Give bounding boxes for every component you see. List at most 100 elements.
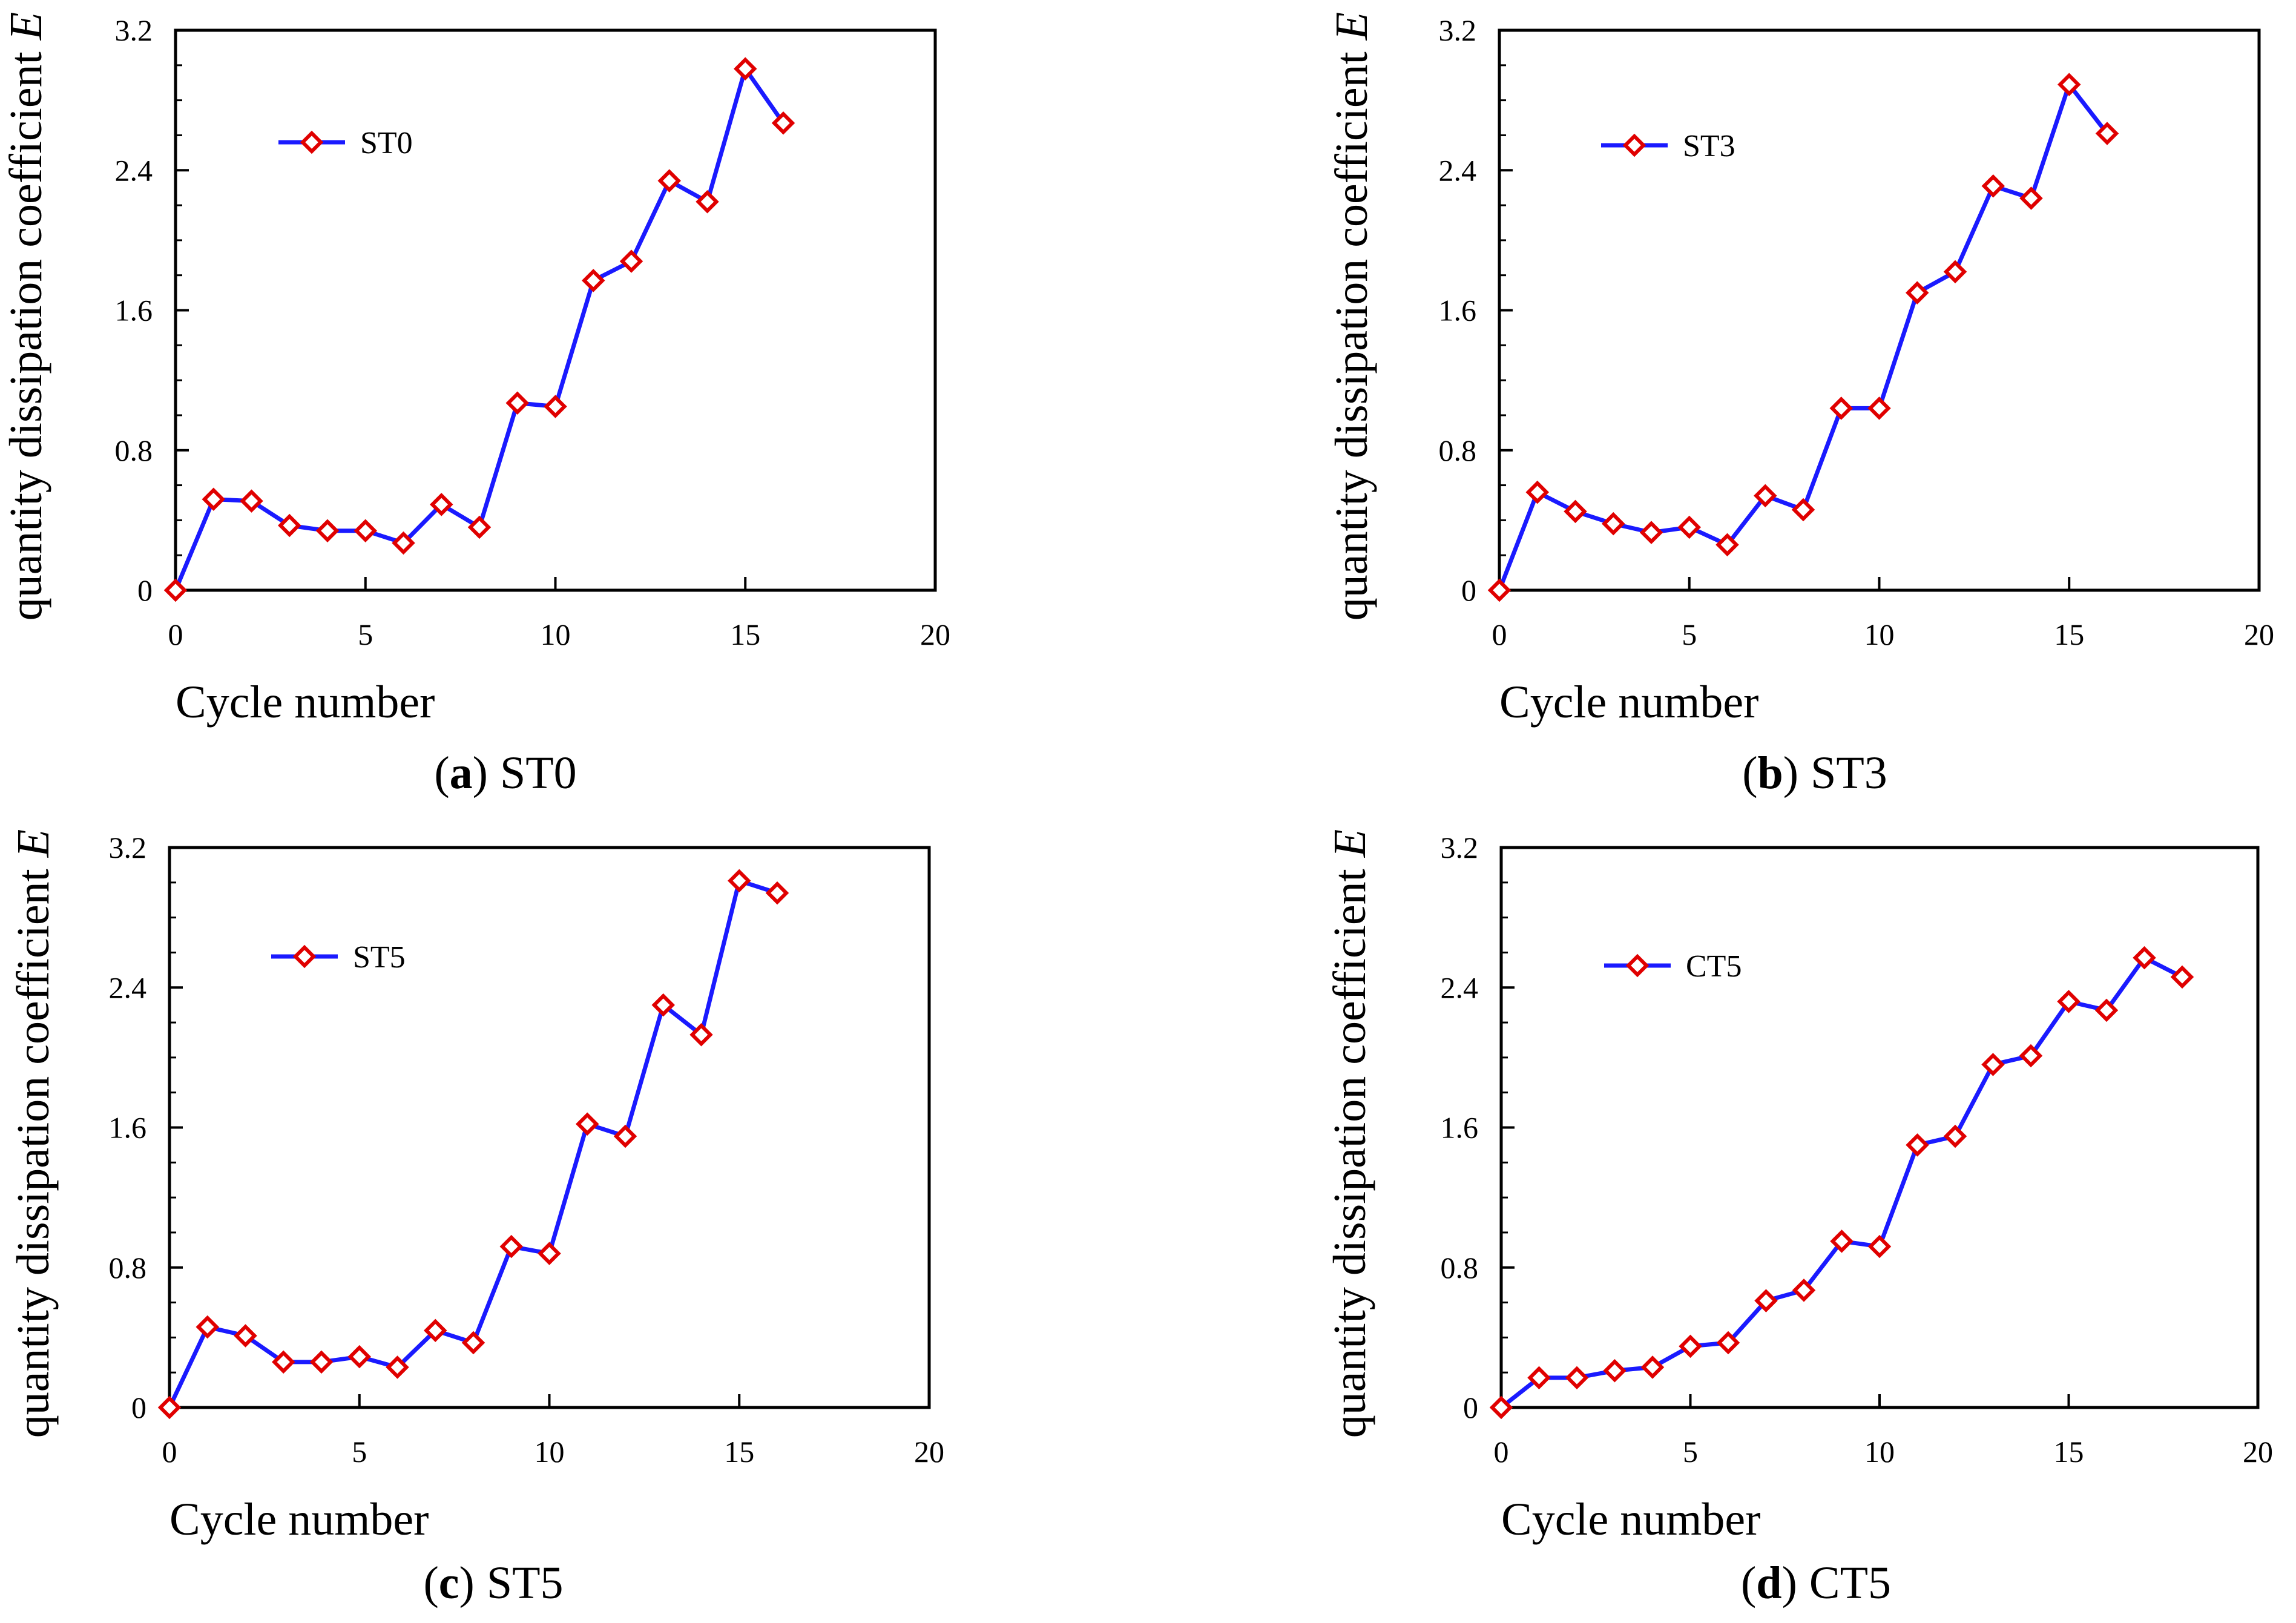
y-axis-label-text: quantity dissipation coefficient bbox=[1326, 40, 1377, 621]
y-axis-label: quantity dissipation coefficient E bbox=[1326, 12, 1377, 621]
x-tick-label: 5 bbox=[352, 1435, 367, 1469]
x-tick-label: 10 bbox=[1864, 617, 1895, 651]
data-point bbox=[1715, 533, 1739, 557]
y-tick-label: 2.4 bbox=[1441, 970, 1479, 1004]
y-tick-label: 2.4 bbox=[1439, 153, 1477, 187]
data-point bbox=[309, 1350, 334, 1374]
panel-b: 0 0.8 1.6 2.4 3.2 0 5 10 15 20 Cycle number quantit… bbox=[1326, 12, 2274, 798]
data-point bbox=[1754, 1289, 1778, 1312]
data-point bbox=[430, 493, 453, 516]
panel-caption: (a) ST0 bbox=[434, 748, 576, 798]
data-point bbox=[2094, 998, 2119, 1022]
plot-frame bbox=[174, 28, 937, 592]
caption-panel-letter: b bbox=[1758, 748, 1783, 798]
y-tick-label: 3.2 bbox=[1441, 831, 1479, 864]
y-tick-label: 0 bbox=[1461, 573, 1476, 607]
series-line-CT5 bbox=[1499, 955, 2183, 1409]
caption-close-paren: ) bbox=[473, 748, 488, 798]
data-point bbox=[544, 395, 567, 418]
data-point bbox=[392, 531, 415, 555]
legend: ST5 bbox=[271, 940, 406, 975]
y-axis-label: quantity dissipation coefficient E bbox=[1324, 829, 1375, 1438]
data-point bbox=[765, 881, 789, 905]
y-axis-label-text: quantity dissipation coefficient bbox=[1324, 857, 1375, 1438]
data-point bbox=[347, 1345, 371, 1369]
data-point bbox=[240, 489, 263, 513]
y-tick-label: 0 bbox=[1463, 1391, 1478, 1424]
data-point bbox=[1677, 515, 1701, 539]
x-tick-label: 0 bbox=[1494, 1435, 1509, 1469]
data-point bbox=[1525, 480, 1549, 504]
y-tick-label: 1.6 bbox=[109, 1111, 147, 1145]
x-tick-label: 20 bbox=[914, 1435, 944, 1469]
data-point bbox=[2019, 186, 2043, 210]
caption-open-paren: ( bbox=[1741, 1558, 1756, 1608]
data-point bbox=[1792, 1279, 1816, 1302]
data-point bbox=[1639, 521, 1663, 544]
y-tick-label: 1.6 bbox=[115, 294, 153, 328]
x-tick-label: 15 bbox=[2054, 1435, 2084, 1469]
legend-marker bbox=[292, 944, 317, 969]
x-tick-label: 20 bbox=[2244, 617, 2274, 651]
data-point bbox=[1603, 1359, 1627, 1383]
caption-close-paren: ) bbox=[1782, 1558, 1797, 1608]
x-tick-label: 5 bbox=[1682, 617, 1697, 651]
y-axis-label-text: quantity dissipation coefficient bbox=[8, 857, 59, 1438]
panel-a: 0 0.8 1.6 2.4 3.2 0 5 10 15 20 Cycle number quantit… bbox=[1, 12, 950, 798]
data-point bbox=[467, 515, 492, 539]
data-point bbox=[657, 169, 681, 193]
caption-panel-letter: c bbox=[439, 1558, 459, 1608]
y-axis-label-variable: E bbox=[8, 829, 59, 858]
data-point bbox=[1679, 1334, 1702, 1358]
data-point bbox=[1943, 260, 1967, 284]
data-point bbox=[1791, 498, 1815, 522]
data-point bbox=[1564, 499, 1587, 524]
legend-marker bbox=[1625, 953, 1650, 978]
plot-frame bbox=[1499, 846, 2260, 1409]
x-tick-label: 20 bbox=[2243, 1435, 2273, 1469]
x-axis-label: Cycle number bbox=[176, 677, 435, 728]
y-tick-label: 1.6 bbox=[1439, 294, 1477, 328]
data-point bbox=[202, 487, 225, 511]
y-tick-label: 3.2 bbox=[1439, 13, 1477, 47]
series-line-ST0 bbox=[173, 67, 785, 591]
data-point bbox=[196, 1315, 219, 1339]
caption-panel-letter: d bbox=[1756, 1558, 1781, 1608]
caption-name: ST0 bbox=[500, 748, 577, 798]
data-point bbox=[619, 249, 643, 273]
data-point bbox=[315, 519, 340, 542]
data-point bbox=[1867, 397, 1891, 420]
data-point bbox=[734, 57, 757, 81]
x-tick-label: 5 bbox=[1683, 1435, 1698, 1469]
legend: CT5 bbox=[1604, 949, 1742, 984]
data-point bbox=[1754, 484, 1777, 508]
data-point bbox=[1867, 1234, 1892, 1259]
x-tick-label: 10 bbox=[541, 617, 571, 651]
caption-close-paren: ) bbox=[1783, 748, 1798, 798]
data-point bbox=[163, 578, 188, 602]
x-tick-label: 10 bbox=[535, 1435, 565, 1469]
data-point bbox=[538, 1242, 561, 1265]
caption-open-paren: ( bbox=[1742, 748, 1757, 798]
data-point bbox=[499, 1234, 523, 1259]
y-tick-label: 0 bbox=[131, 1391, 146, 1424]
data-point bbox=[771, 111, 795, 135]
data-point bbox=[1830, 1230, 1854, 1253]
data-point bbox=[505, 391, 529, 415]
caption-name: CT5 bbox=[1809, 1558, 1891, 1608]
y-tick-label: 2.4 bbox=[109, 970, 147, 1004]
y-axis-label-text: quantity dissipation coefficient bbox=[1, 40, 51, 621]
data-point bbox=[1565, 1366, 1589, 1390]
y-tick-label: 0.8 bbox=[1441, 1251, 1479, 1285]
y-axis-label: quantity dissipation coefficient E bbox=[1, 12, 51, 621]
y-tick-label: 0 bbox=[137, 573, 153, 607]
data-point bbox=[696, 190, 719, 214]
caption-name: ST5 bbox=[487, 1558, 564, 1608]
y-tick-label: 3.2 bbox=[115, 13, 153, 47]
data-point bbox=[651, 993, 675, 1017]
data-point bbox=[1981, 174, 2005, 198]
legend: ST0 bbox=[278, 126, 413, 160]
y-axis-label: quantity dissipation coefficient E bbox=[8, 829, 59, 1438]
panel-caption: (c) ST5 bbox=[423, 1558, 563, 1608]
data-point bbox=[1489, 1395, 1513, 1420]
